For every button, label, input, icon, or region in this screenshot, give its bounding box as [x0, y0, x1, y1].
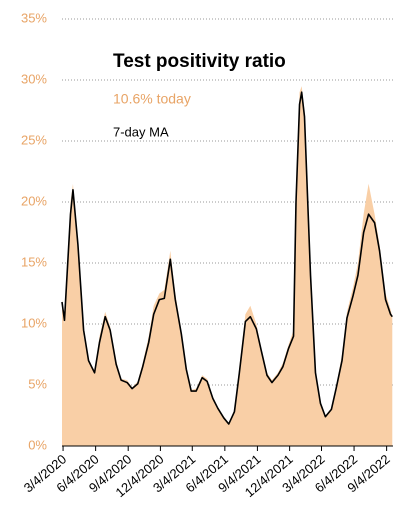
y-tick-label: 10%	[21, 315, 47, 330]
y-tick-label: 5%	[28, 376, 47, 391]
ma-line	[61, 91, 393, 425]
y-tick-label: 15%	[21, 254, 47, 269]
y-tick-label: 0%	[28, 437, 47, 452]
y-tick-label: 20%	[21, 193, 47, 208]
y-tick-label: 35%	[21, 10, 47, 25]
y-tick-label: 25%	[21, 132, 47, 147]
legend-entry: 7-day MA	[113, 124, 169, 139]
daily-area	[62, 86, 393, 446]
y-tick-label: 30%	[21, 71, 47, 86]
annotation: 10.6% today	[113, 91, 191, 107]
chart-title: Test positivity ratio	[113, 51, 286, 72]
